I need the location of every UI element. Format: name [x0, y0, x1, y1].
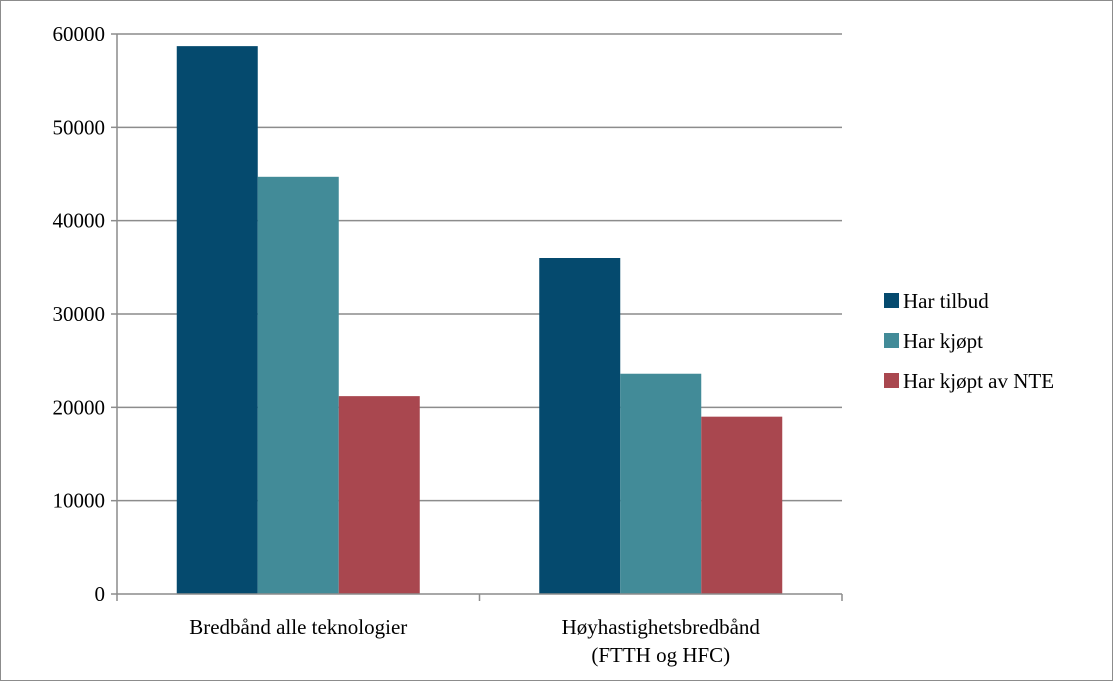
legend-label: Har kjøpt	[903, 329, 983, 353]
y-tick-label: 50000	[53, 115, 106, 139]
y-tick-label: 40000	[53, 209, 106, 233]
legend: Har tilbud Har kjøpt Har kjøpt av NTE	[884, 289, 1054, 393]
legend-swatch	[884, 373, 899, 388]
y-tick-label: 0	[95, 582, 106, 606]
y-axis-ticks: 0 10000 20000 30000 40000 50000 60000	[53, 22, 117, 606]
x-category-label: (FTTH og HFC)	[591, 643, 730, 667]
legend-label: Har kjøpt av NTE	[903, 369, 1054, 393]
y-tick-label: 60000	[53, 22, 106, 46]
x-category-label: Høyhastighetsbredbånd	[562, 615, 761, 639]
bars	[176, 46, 783, 595]
bar-har-tilbud-1	[539, 258, 621, 594]
axes	[116, 34, 843, 601]
x-category-label: Bredbånd alle teknologier	[189, 615, 407, 639]
bar-har-tilbud-0	[176, 46, 258, 594]
bar-har-kj-pt-av-nte-0	[338, 396, 420, 594]
bar-har-kj-pt-0	[257, 176, 339, 595]
legend-swatch	[884, 293, 899, 308]
x-axis-labels: Bredbånd alle teknologier Høyhastighetsbr…	[189, 615, 760, 667]
y-tick-label: 20000	[53, 395, 106, 419]
y-tick-label: 10000	[53, 489, 106, 513]
bar-har-kj-pt-1	[620, 373, 702, 594]
y-tick-label: 30000	[53, 302, 106, 326]
bar-har-kj-pt-av-nte-1	[701, 416, 783, 594]
legend-label: Har tilbud	[903, 289, 989, 313]
legend-swatch	[884, 333, 899, 348]
